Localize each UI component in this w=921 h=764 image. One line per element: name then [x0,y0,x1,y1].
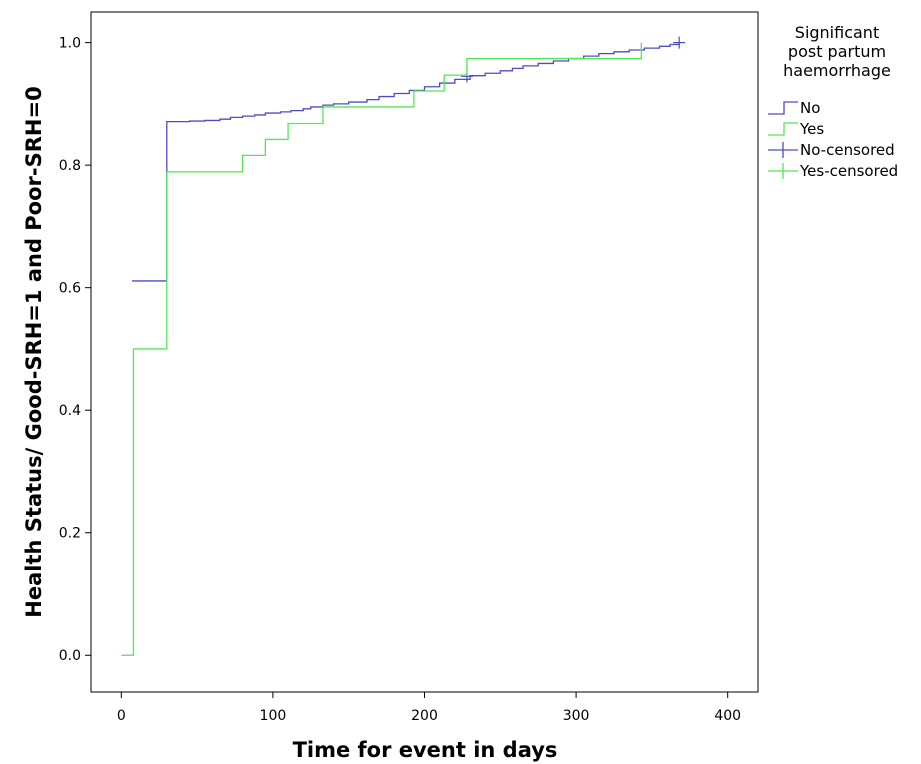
legend-entry-label: No [800,99,820,117]
legend: Significant post partum haemorrhage No Ye… [768,23,898,180]
y-tick-label: 0.8 [59,158,81,174]
censor-mark-no [673,36,686,49]
legend-swatch-censor [768,142,798,158]
x-tick-label: 0 [117,708,126,724]
x-tick-label: 300 [563,708,590,724]
legend-entry-label: Yes-censored [799,162,898,180]
legend-entries: No Yes No-censored Yes-censored [768,99,898,180]
y-axis-title: Health Status/ Good-SRH=1 and Poor-SRH=0 [22,86,46,617]
y-tick-label: 0.2 [59,526,81,542]
x-axis-title: Time for event in days [293,738,558,762]
legend-entry-label: Yes [799,120,824,138]
y-axis: 0.0 0.2 0.4 0.6 0.8 1.0 [59,36,91,664]
legend-swatch-censor [768,163,798,179]
x-tick-label: 200 [411,708,438,724]
plot-frame [90,11,759,693]
series-line-yes [121,42,642,656]
y-tick-label: 0.6 [59,281,81,297]
x-tick-label: 400 [714,708,741,724]
x-axis: 0 100 200 300 400 [117,692,741,724]
y-tick-label: 0.4 [59,403,81,419]
legend-title-line-3: haemorrhage [783,61,891,80]
series-layer [121,36,686,656]
x-tick-label: 100 [260,708,287,724]
legend-swatch-step [768,122,798,136]
legend-entry-label: No-censored [800,141,895,159]
y-tick-label: 1.0 [59,36,81,52]
legend-title-line-1: Significant [795,23,879,42]
series-line-no [131,42,680,282]
y-tick-label: 0.0 [59,648,81,664]
legend-title-line-2: post partum [788,42,886,61]
legend-swatch-step [768,101,798,115]
